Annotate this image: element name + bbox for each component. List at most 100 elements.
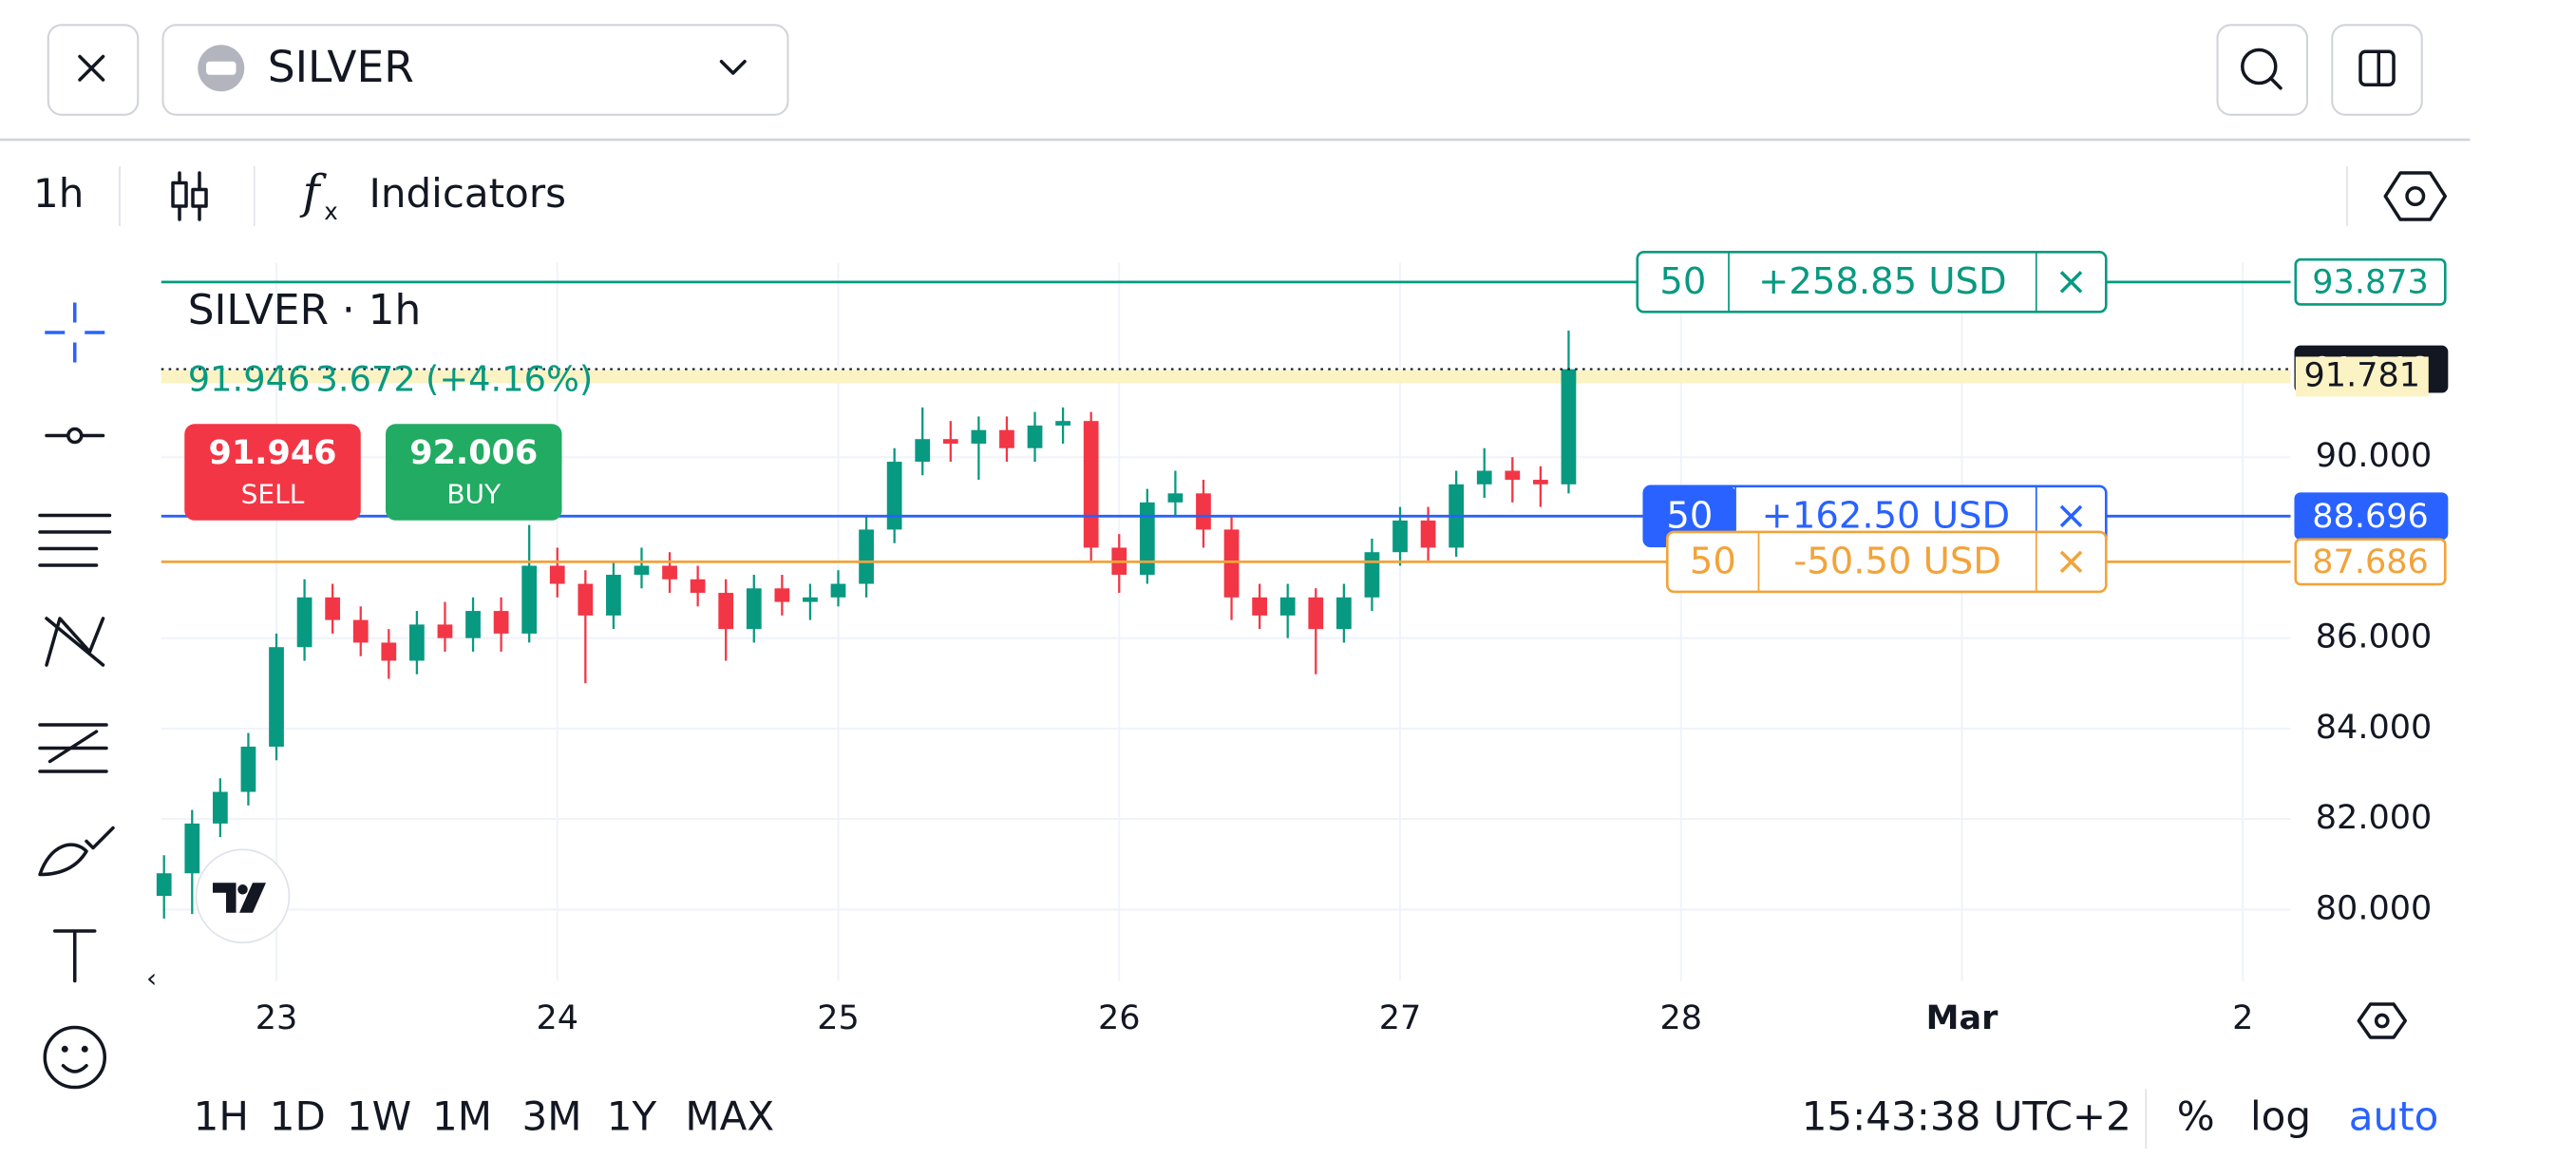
fx-icon: f: [299, 165, 328, 219]
legend-value: 91.946: [188, 358, 311, 399]
range-button[interactable]: 1H: [194, 1092, 249, 1139]
candle-body: [634, 565, 650, 576]
search-icon-handle: [2268, 76, 2282, 90]
candle-body: [859, 529, 874, 584]
x-tick-label: 27: [1379, 999, 1422, 1037]
sell-button[interactable]: [184, 424, 361, 521]
drawing-tools: ‹: [38, 302, 157, 1090]
candle-body: [1139, 502, 1155, 576]
candle-body: [549, 565, 565, 584]
candle-body: [1532, 480, 1548, 484]
auto-button[interactable]: auto: [2349, 1092, 2439, 1139]
price-label: 91.781: [2304, 356, 2420, 394]
candle-body: [1420, 520, 1436, 548]
range-button[interactable]: 1D: [270, 1092, 326, 1139]
search-button[interactable]: [2216, 24, 2309, 116]
candle-body: [1505, 470, 1521, 481]
candle-body: [465, 611, 481, 638]
fib-tool[interactable]: [38, 513, 112, 567]
buy-button[interactable]: [386, 424, 562, 521]
interval-button[interactable]: 1h: [33, 170, 84, 217]
symbol-name: SILVER: [268, 42, 414, 92]
x-tick-label: 25: [817, 999, 860, 1037]
percent-button[interactable]: %: [2177, 1092, 2215, 1139]
order-pnl: +162.50 USD: [1762, 495, 2010, 538]
search-icon: [2241, 48, 2278, 86]
candle-body: [718, 593, 734, 630]
pattern-tool[interactable]: [45, 617, 105, 667]
candle-body: [1055, 421, 1070, 426]
candle-body: [1364, 552, 1380, 598]
order-qty: 50: [1659, 260, 1706, 303]
chart-title: SILVER · 1h: [188, 286, 422, 334]
order-line[interactable]: 50 -50.50 USD: [1665, 530, 2108, 594]
price-label: 93.873: [2312, 264, 2428, 302]
axis-settings[interactable]: [2357, 1002, 2408, 1039]
log-button[interactable]: log: [2250, 1092, 2311, 1139]
candle-body: [184, 823, 200, 874]
price-label: 88.696: [2312, 498, 2428, 536]
candle-body: [1027, 425, 1043, 448]
close-icon: [78, 54, 105, 82]
order-close[interactable]: [2059, 550, 2083, 574]
indicators-button[interactable]: Indicators: [369, 170, 566, 217]
emoji-tool[interactable]: [43, 1025, 107, 1090]
crosshair-tool[interactable]: [45, 302, 105, 363]
legend-value: 3.672: [316, 358, 416, 399]
candle-body: [830, 583, 846, 598]
price-label-bg: [2294, 257, 2447, 306]
candle-body: [746, 588, 762, 630]
chart-type-button[interactable]: [171, 171, 208, 221]
candle-body: [381, 642, 397, 661]
range-button[interactable]: MAX: [685, 1092, 774, 1139]
text-tool[interactable]: [53, 929, 97, 983]
brush-tool[interactable]: [38, 826, 115, 877]
candle-body: [1196, 493, 1211, 530]
range-button[interactable]: 3M: [522, 1092, 582, 1139]
logo-mark: [213, 883, 267, 913]
candle-body: [942, 439, 958, 444]
range-button[interactable]: 1M: [432, 1092, 492, 1139]
x-tick-label: 23: [256, 999, 298, 1037]
candle-body: [325, 597, 341, 620]
y-tick-label: 80.000: [2316, 889, 2432, 927]
candle-body: [662, 565, 677, 580]
candle-body: [606, 575, 621, 616]
candle-body: [1561, 369, 1577, 484]
order-close[interactable]: [2059, 271, 2083, 294]
trendline-tool-dot: [66, 427, 84, 445]
highlight-band: [161, 370, 2291, 384]
y-tick-label: 82.000: [2316, 799, 2432, 837]
chart: 23 24 25 26 27 28 Mar 2 80.000 82.000 84.000 86.000…: [156, 251, 2449, 1037]
fx-icon-sub: x: [324, 198, 338, 225]
order-line[interactable]: 50 +258.85 USD: [1636, 251, 2108, 314]
symbol-selector[interactable]: [161, 24, 789, 116]
forecast-tool[interactable]: [38, 723, 108, 773]
price-label-bg: [2294, 538, 2447, 586]
emoji-eye: [81, 1045, 88, 1053]
candle-body: [1335, 597, 1352, 630]
order-box: [1636, 251, 2108, 314]
candle-body: [774, 588, 790, 602]
y-tick-label: 84.000: [2316, 709, 2432, 747]
candle-body: [409, 624, 425, 661]
y-tick-label: 86.000: [2316, 618, 2432, 656]
collapse-arrow[interactable]: ‹: [146, 962, 157, 994]
sell-price: 91.946: [208, 434, 336, 472]
order-close[interactable]: [2059, 504, 2083, 528]
range-button[interactable]: 1Y: [607, 1092, 657, 1139]
range-button[interactable]: 1W: [347, 1092, 411, 1139]
candle-body: [886, 462, 902, 530]
candle-body: [352, 619, 369, 643]
logo: [195, 848, 291, 944]
candle-body: [1308, 597, 1324, 630]
x-tick-label: Mar: [1926, 999, 1998, 1037]
settings-button[interactable]: [2383, 171, 2448, 221]
candle-body: [1167, 493, 1184, 503]
symbol-icon-bar: [206, 61, 237, 75]
candle-body: [296, 597, 313, 648]
price-label: 87.686: [2312, 543, 2428, 581]
